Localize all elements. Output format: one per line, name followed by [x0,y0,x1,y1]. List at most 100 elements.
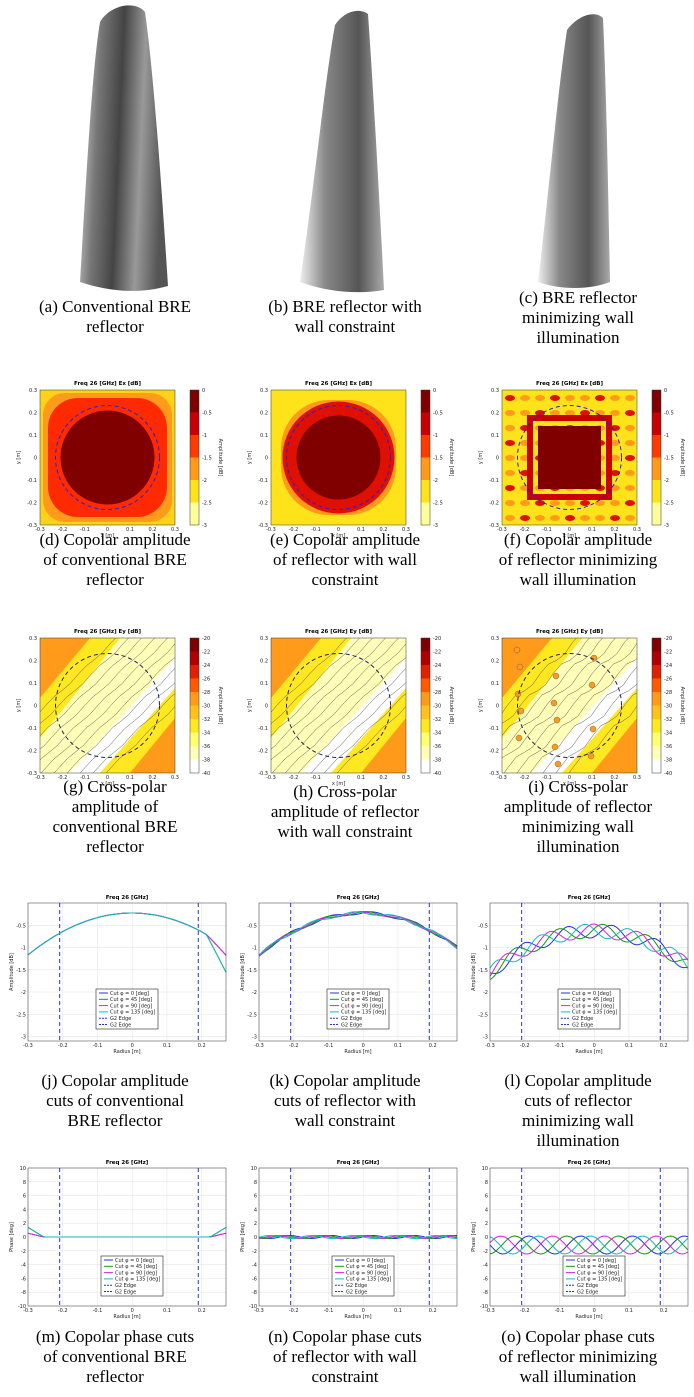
x-tick-label: -0.1 [93,1308,103,1314]
caption: wall illumination [520,1367,637,1386]
x-axis-label: Radius [m] [575,1049,602,1055]
x-tick-label: 0.1 [394,1043,402,1049]
axes-box [27,902,227,1042]
plot-title: Freq 26 [GHz] [337,1160,380,1166]
colorbar-tick-label: -3 [202,523,207,529]
x-tick-label: -0.3 [35,775,45,781]
map-spot [551,743,559,751]
y-tick-label: -4 [21,1263,26,1269]
legend-label: Cut φ = 90 [deg] [577,1270,619,1276]
y-tick-label: 0 [34,704,37,710]
contour-line [503,642,637,773]
legend-box [95,988,159,1030]
x-tick-label: 0.3 [633,527,641,533]
y-axis-label: Amplitude [dB] [240,953,246,991]
y-axis-label: y [m] [16,451,22,464]
edge-circle [55,405,160,510]
map-region [565,410,575,416]
y-tick-label: -4 [483,1263,488,1269]
map-region [271,638,321,698]
colorbar-box [420,389,431,526]
x-axis-label: Radius [m] [113,1314,140,1320]
map-region [130,718,175,773]
x-tick-label: -0.2 [58,527,68,533]
map-region [550,395,560,401]
x-tick-label: -0.2 [520,1043,530,1049]
colorbar-tick-label: -2.5 [433,501,443,507]
map-region [505,440,515,446]
colorbar-tick-label: -1 [202,433,207,439]
map-region [301,658,406,773]
x-tick-label: 0.2 [660,1043,668,1049]
legend-label: G2 Edge [341,1016,362,1022]
map-region [505,410,515,416]
axes-box [501,637,638,774]
caption: reflector [86,570,144,589]
map-region [592,718,637,773]
colorbar-tick-label: -2 [202,478,207,484]
x-tick-label: -0.1 [80,775,90,781]
map-region [595,410,605,416]
legend-label: Cut φ = 0 [deg] [110,991,149,997]
y-tick-label: 0.3 [29,388,37,394]
y-tick-label: 0.2 [491,659,499,665]
y-tick-label: -0.5 [247,923,257,929]
map-spot [554,760,562,768]
cut-curve [258,911,458,956]
contour-line [323,693,406,773]
contour-line [40,638,168,761]
map-plot [502,638,637,773]
map-region [505,515,515,521]
x-axis-label: Radius [m] [344,1314,371,1320]
contour-line [502,638,616,751]
colorbar-band [652,665,661,679]
plot-title: Freq 26 [GHz] [106,1160,149,1166]
colorbar-band [190,759,199,774]
colorbar-band [421,678,430,693]
x-tick-label: 0 [106,527,109,533]
map-region [502,638,552,698]
contour-line [40,638,142,737]
legend-label: Cut φ = 90 [deg] [572,1003,614,1009]
x-tick-label: -0.2 [58,1043,68,1049]
legend-label: Cut φ = 135 [deg] [341,1010,386,1016]
contour-line [502,638,603,736]
colorbar-band [190,719,199,733]
caption: (d) Copolar amplitude [39,530,190,549]
map-region [550,500,560,506]
map-region [625,470,635,476]
legend-label: G2 Edge [115,1289,136,1295]
colorbar-band [652,638,661,652]
colorbar-tick-label: -20 [433,636,441,642]
y-tick-label: 2 [23,1221,26,1227]
colorbar-tick-label: -1.5 [202,456,212,462]
map-spot [516,663,524,671]
y-tick-label: 0 [254,1235,257,1241]
legend-label: G2 Edge [572,1022,593,1028]
contour-line [336,705,406,773]
x-tick-label: 0 [593,1043,596,1049]
y-tick-label: -0.1 [258,478,268,484]
cut-curve [27,1232,227,1238]
contour-line [53,657,175,773]
map-region [625,485,635,491]
x-tick-label: 0.1 [588,775,596,781]
x-tick-label: 0.1 [163,1308,171,1314]
colorbar-tick-label: -3 [664,523,669,529]
y-tick-label: -1.5 [478,968,488,974]
edge-circle [55,653,160,758]
colorbar-label: Amplitude [dB] [217,687,223,725]
colorbar-tick-label: -1 [664,433,669,439]
cut-curve [258,911,458,956]
y-axis-label: y [m] [247,699,253,712]
contour-line [40,643,175,773]
y-tick-label: -8 [21,1290,26,1296]
x-tick-label: -0.1 [324,1308,334,1314]
colorbar-band [421,435,430,458]
colorbar-band [190,435,199,458]
cut-curve [489,1235,689,1255]
colorbar-tick-label: -0.5 [664,411,674,417]
x-tick-label: 0 [131,1308,134,1314]
map-region [580,410,590,416]
y-tick-label: -0.2 [489,501,499,507]
